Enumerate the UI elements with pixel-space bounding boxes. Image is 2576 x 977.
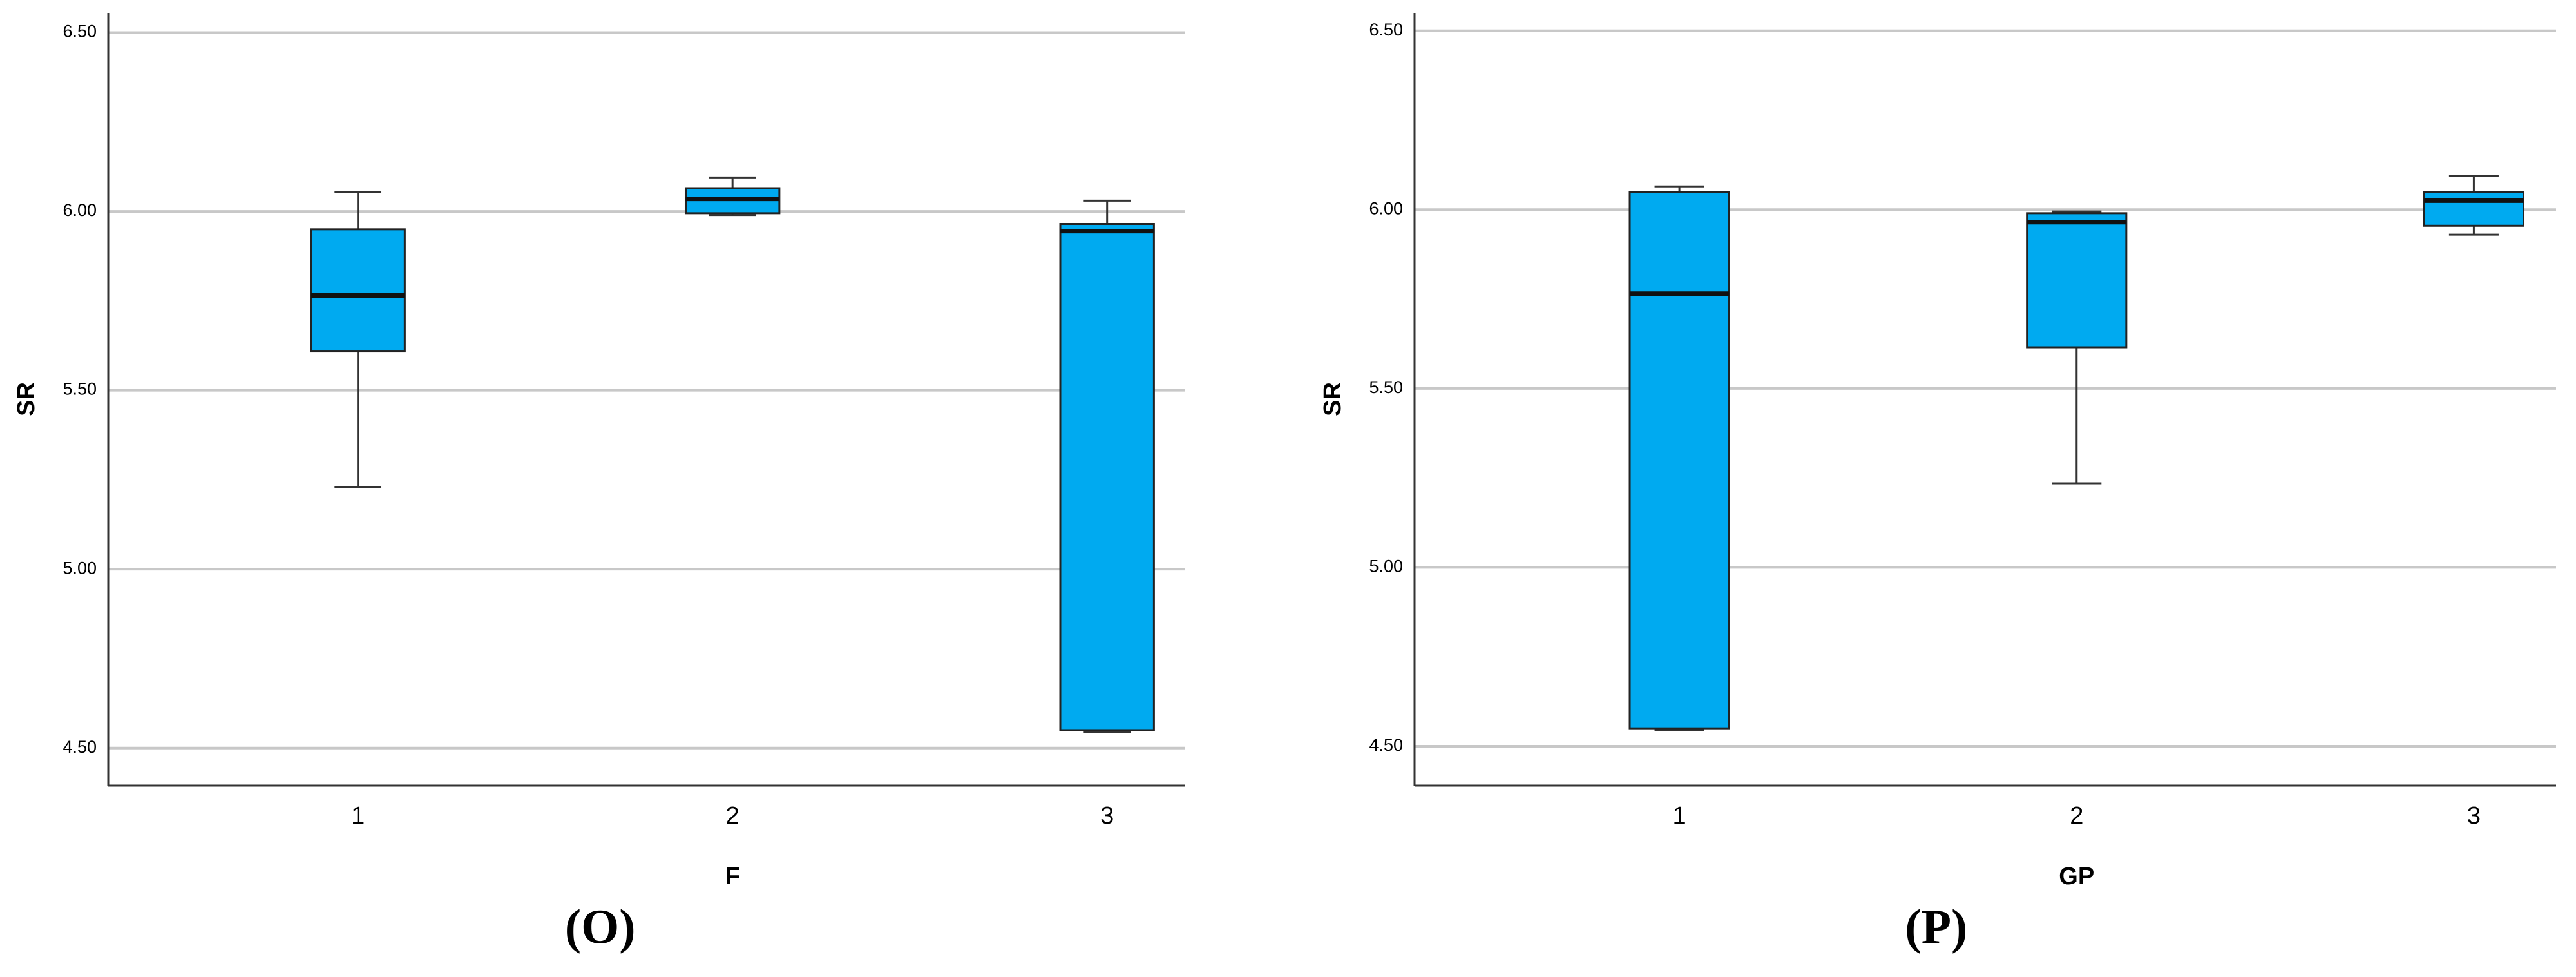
- x-tick-label: 2: [726, 802, 739, 829]
- x-tick-label: 2: [2070, 802, 2083, 829]
- x-axis-title: F: [725, 863, 740, 890]
- y-tick-label: 4.50: [62, 737, 97, 757]
- x-tick-label: 1: [1673, 802, 1686, 829]
- x-axis-title: GP: [2059, 863, 2094, 890]
- box: [1059, 223, 1155, 731]
- y-axis-title: SR: [1319, 382, 1346, 416]
- y-tick-label: 5.00: [1369, 557, 1403, 576]
- box: [2423, 191, 2524, 227]
- panel-label: (P): [1905, 900, 1967, 954]
- y-tick-label: 5.00: [62, 558, 97, 577]
- x-tick-label: 1: [351, 802, 365, 829]
- y-tick-label: 5.50: [1369, 378, 1403, 397]
- y-tick-label: 6.00: [62, 200, 97, 220]
- panel-label: (O): [565, 900, 636, 954]
- y-axis-title: SR: [13, 382, 40, 416]
- box: [310, 228, 406, 353]
- y-tick-label: 6.50: [1369, 20, 1403, 39]
- y-tick-label: 5.50: [62, 380, 97, 399]
- x-tick-label: 3: [1100, 802, 1114, 829]
- y-tick-label: 6.50: [62, 22, 97, 41]
- y-tick-label: 4.50: [1369, 735, 1403, 755]
- x-tick-label: 3: [2467, 802, 2481, 829]
- box: [1628, 191, 1730, 730]
- box: [2026, 212, 2128, 349]
- y-tick-label: 6.00: [1369, 198, 1403, 218]
